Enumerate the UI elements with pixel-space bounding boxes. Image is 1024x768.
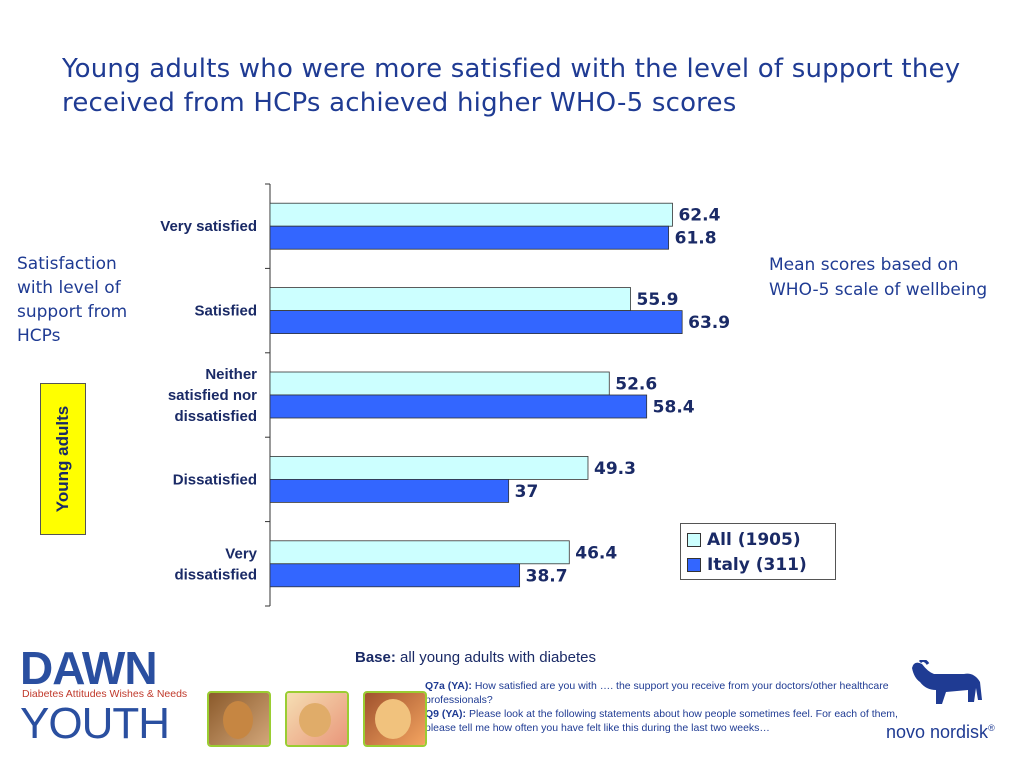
bar-chart: Very satisfied 62.4 61.8 Satisfied 55.9 63.9 N… (160, 183, 730, 607)
category-label: Neither (205, 366, 257, 383)
data-label: 58.4 (653, 398, 695, 418)
q7a-label: Q7a (YA): (425, 680, 472, 692)
legend-label-italy: Italy (311) (707, 554, 807, 575)
data-label: 61.8 (675, 229, 717, 249)
child-photo-1 (207, 691, 271, 747)
youth-logo-text: YOUTH (20, 699, 170, 748)
bar-all (269, 371, 610, 396)
bar-all (269, 287, 631, 312)
dawn-tagline: Diabetes Attitudes Wishes & Needs (22, 688, 188, 700)
data-label: 62.4 (678, 206, 720, 226)
question-notes: Q7a (YA): How satisfied are you with …. … (425, 679, 905, 735)
child-photo-3 (363, 691, 427, 747)
data-label: 52.6 (615, 375, 657, 395)
base-note: Base: all young adults with diabetes (355, 649, 596, 666)
data-label: 37 (515, 482, 539, 502)
bar-italy (269, 478, 510, 503)
bar-all (269, 202, 673, 227)
bar-italy (269, 310, 683, 335)
category-label: satisfied nor (168, 387, 257, 404)
dawn-youth-logo: DAWN Diabetes Attitudes Wishes & Needs Y… (20, 642, 190, 748)
category-label: Very (225, 545, 257, 562)
data-label: 46.4 (575, 543, 617, 563)
data-label: 55.9 (637, 290, 679, 310)
category-label: dissatisfied (174, 566, 257, 583)
bar-all (269, 455, 589, 480)
q7a-text: How satisfied are you with …. the suppor… (425, 680, 889, 706)
page-title: Young adults who were more satisfied wit… (62, 54, 961, 118)
dawn-logo-text: DAWN (20, 642, 158, 694)
base-text: all young adults with diabetes (400, 649, 596, 666)
bar-all (269, 540, 570, 565)
question-q7a: Q7a (YA): How satisfied are you with …. … (425, 679, 905, 707)
category-label: dissatisfied (174, 408, 257, 425)
novo-nordisk-text: novo nordisk® (886, 722, 995, 743)
novo-name: novo nordisk (886, 722, 989, 742)
novo-nordisk-logo: novo nordisk® (880, 660, 1010, 750)
apis-bull-icon (912, 660, 982, 704)
y-axis-description: Satisfaction with level of support from … (17, 254, 128, 346)
bar-italy (269, 394, 648, 419)
novo-trademark: ® (988, 723, 995, 733)
bar-italy (269, 563, 521, 588)
legend-label-all: All (1905) (707, 529, 801, 550)
chart-legend: All (1905) Italy (311) (680, 523, 836, 580)
child-photo-2 (285, 691, 349, 747)
category-label: Dissatisfied (173, 471, 257, 488)
question-q9: Q9 (YA): Please look at the following st… (425, 707, 905, 735)
category-label: Very satisfied (160, 218, 257, 235)
legend-item-all: All (1905) (687, 527, 829, 552)
legend-item-italy: Italy (311) (687, 552, 829, 577)
data-label: 63.9 (688, 313, 730, 333)
chart-note: Mean scores based on WHO-5 scale of well… (769, 255, 988, 300)
category-label: Satisfied (194, 303, 257, 320)
bar-italy (269, 225, 670, 250)
base-label: Base: (355, 649, 396, 666)
q9-text: Please look at the following statements … (425, 708, 898, 734)
data-label: 38.7 (526, 566, 568, 586)
group-label-box: Young adults (40, 383, 86, 535)
q9-label: Q9 (YA): (425, 708, 467, 720)
data-label: 49.3 (594, 459, 636, 479)
legend-swatch-italy (687, 557, 701, 572)
legend-swatch-all (687, 532, 701, 547)
